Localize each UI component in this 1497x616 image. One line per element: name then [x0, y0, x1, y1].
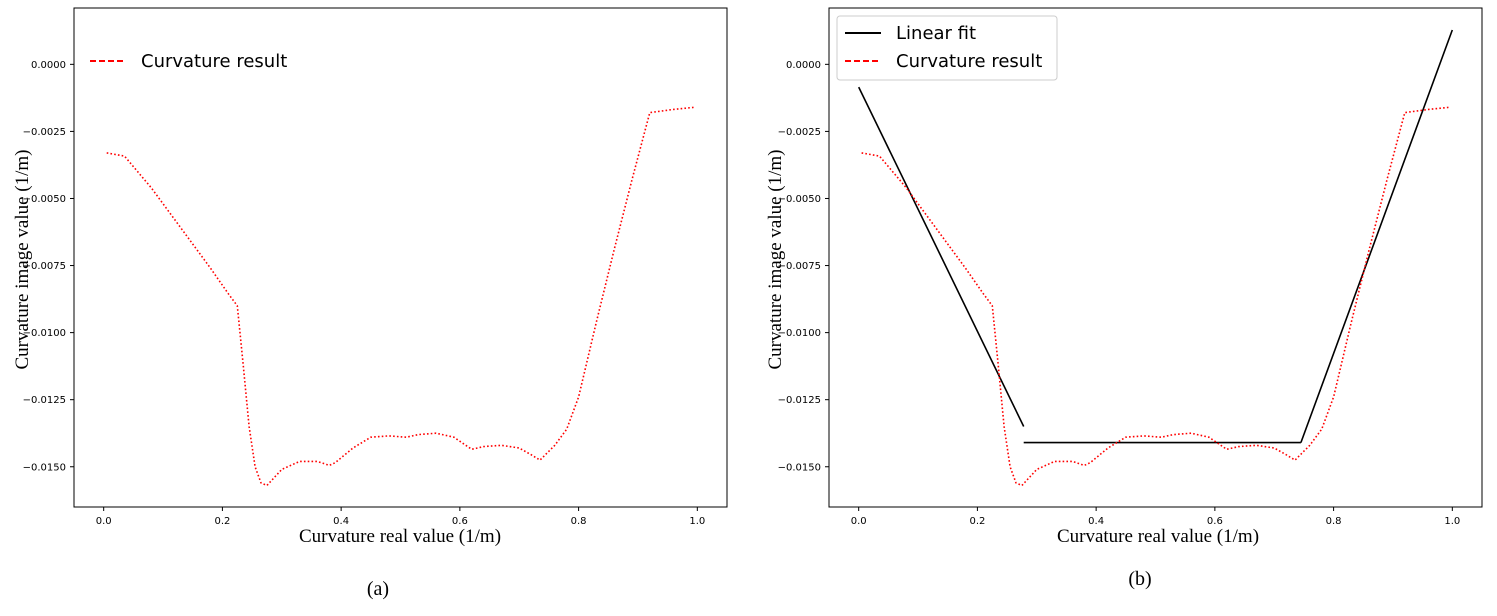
x-axis-label: Curvature real value (1/m) [1057, 526, 1259, 547]
x-tick-label: 1.0 [689, 516, 705, 527]
y-tick-label: −0.0100 [778, 328, 821, 339]
y-tick-label: −0.0125 [23, 395, 66, 406]
y-tick-label: 0.0000 [786, 60, 821, 71]
y-tick-label: −0.0025 [778, 127, 821, 138]
chart-panel-b: 0.0 0.2 0.4 0.6 0.8 1.0 0.0000 −0.0025 −0.0050 −0… [765, 7, 1483, 590]
x-tick-label: 0.0 [96, 516, 112, 527]
series-linear-fit-segment [1300, 29, 1454, 443]
y-tick-label: −0.0025 [23, 127, 66, 138]
x-tick-label: 0.6 [1207, 516, 1223, 527]
axes-frame [828, 7, 1483, 508]
series-curvature-result-line [861, 106, 1450, 487]
series-curvature-result-line [106, 106, 695, 487]
legend: Curvature result [90, 51, 287, 72]
plot-area [106, 106, 695, 487]
y-tick-label: −0.0100 [23, 328, 66, 339]
x-tick-label: 0.6 [452, 516, 468, 527]
x-tick-label: 0.8 [1326, 516, 1342, 527]
y-tick-label: −0.0075 [23, 261, 66, 272]
x-tick-label: 0.0 [851, 516, 867, 527]
y-tick-label: −0.0050 [778, 194, 821, 205]
y-tick-label: 0.0000 [31, 60, 66, 71]
legend-label: Linear fit [896, 23, 976, 44]
series-linear-fit-segment [857, 86, 1025, 427]
legend: Linear fit Curvature result [836, 15, 1058, 81]
plot-area [857, 29, 1454, 487]
y-tick-label: −0.0050 [23, 194, 66, 205]
y-tick-label: −0.0125 [778, 395, 821, 406]
x-tick-label: 0.4 [1088, 516, 1104, 527]
axes-frame [73, 7, 728, 508]
legend-label: Curvature result [896, 51, 1042, 72]
y-tick-label: −0.0150 [778, 462, 821, 473]
chart-panel-a: 0.0 0.2 0.4 0.6 0.8 1.0 0.0000 −0.0025 −0.0050 −0… [12, 7, 728, 600]
x-tick-label: 0.2 [214, 516, 230, 527]
y-tick-label: −0.0075 [778, 261, 821, 272]
legend-label: Curvature result [141, 51, 287, 72]
x-tick-label: 0.8 [571, 516, 587, 527]
y-axis-label: Curvature image value (1/m) [12, 149, 33, 369]
y-axis-label: Curvature image value (1/m) [765, 149, 786, 369]
panel-caption: (b) [1128, 568, 1151, 590]
legend-box [836, 15, 1058, 81]
y-tick-label: −0.0150 [23, 462, 66, 473]
panel-caption: (a) [367, 578, 389, 600]
x-tick-label: 1.0 [1444, 516, 1460, 527]
x-tick-label: 0.2 [969, 516, 985, 527]
x-tick-label: 0.4 [333, 516, 349, 527]
x-axis-label: Curvature real value (1/m) [299, 526, 501, 547]
